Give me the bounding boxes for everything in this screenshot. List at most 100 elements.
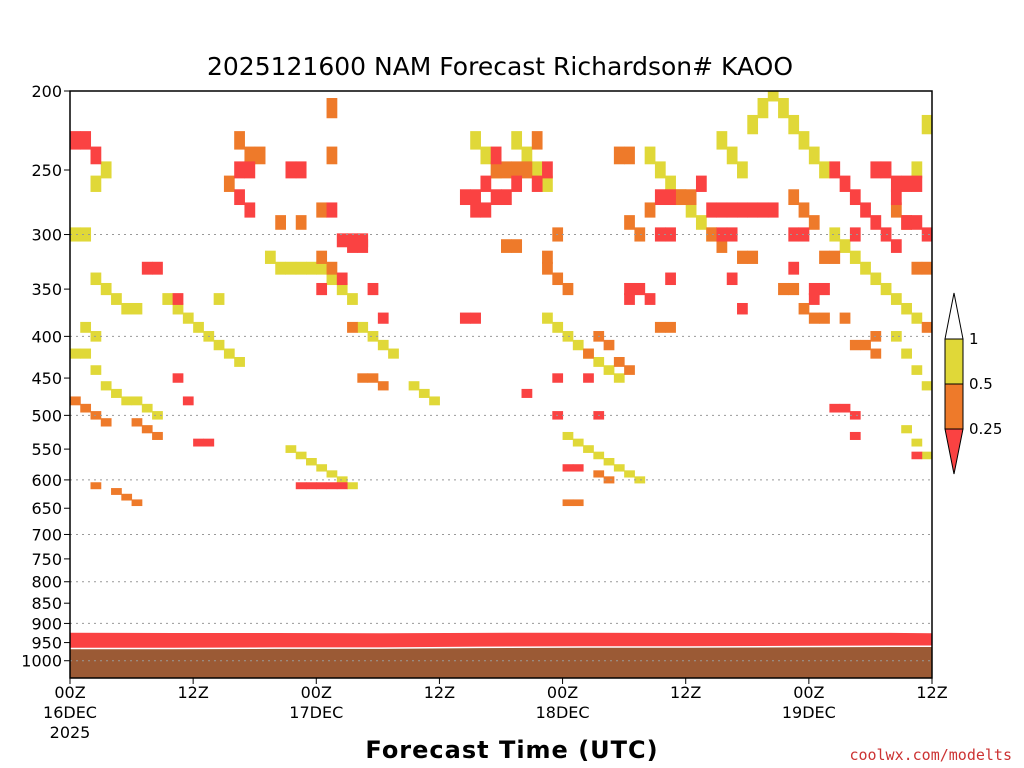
data-cell — [347, 321, 358, 333]
data-cell — [70, 131, 81, 150]
data-cell — [572, 438, 584, 447]
data-cell — [511, 175, 523, 192]
data-cell — [521, 161, 533, 179]
data-cell — [829, 250, 841, 264]
data-cell — [654, 161, 666, 179]
data-cell — [932, 147, 943, 165]
data-cell — [685, 189, 697, 206]
data-cell — [726, 272, 738, 286]
y-tick-label: 350 — [31, 280, 62, 299]
data-cell — [747, 250, 759, 264]
data-cell — [326, 272, 338, 286]
data-cell — [634, 227, 646, 242]
x-date-label: 19DEC — [782, 703, 836, 722]
data-cell — [921, 227, 932, 242]
y-tick-label: 950 — [31, 634, 62, 653]
data-cell — [336, 476, 348, 484]
data-cell — [890, 202, 902, 218]
data-cell — [737, 250, 748, 264]
data-cell — [870, 272, 882, 286]
data-cell — [706, 227, 717, 242]
data-cell — [911, 161, 923, 179]
data-cell — [223, 348, 235, 359]
data-cell — [70, 227, 81, 242]
data-cell — [778, 98, 789, 119]
data-cell — [644, 202, 656, 218]
data-cell — [521, 388, 533, 398]
data-cell — [213, 339, 225, 351]
gridlines — [70, 234, 932, 662]
data-cell — [767, 202, 779, 218]
data-cell — [654, 189, 666, 206]
data-cell — [244, 202, 256, 218]
data-cell — [849, 411, 861, 420]
data-cell — [223, 175, 235, 192]
data-cell — [295, 161, 307, 179]
data-cell — [193, 438, 204, 447]
data-cell — [306, 457, 317, 466]
data-cell — [603, 476, 615, 484]
data-cell — [429, 396, 440, 406]
x-date-label: 18DEC — [536, 703, 590, 722]
data-cell — [829, 227, 841, 242]
data-cell — [470, 312, 481, 324]
x-date-label: 17DEC — [289, 703, 343, 722]
plot-frame — [69, 90, 933, 679]
data-cell — [326, 98, 338, 119]
data-cell — [264, 250, 276, 264]
data-cell — [798, 131, 810, 150]
data-cell — [121, 493, 133, 501]
data-cell — [111, 488, 122, 495]
data-cell — [716, 202, 728, 218]
data-cell — [613, 464, 625, 472]
data-cell — [285, 161, 297, 179]
data-cell — [244, 146, 256, 165]
data-cell — [377, 312, 389, 324]
data-cell — [336, 282, 348, 296]
data-cell — [921, 381, 932, 391]
data-cell — [634, 282, 646, 296]
data-cell — [654, 227, 666, 242]
data-cell — [808, 215, 820, 230]
data-cell — [890, 293, 902, 305]
data-cell — [921, 261, 932, 275]
data-cell — [808, 293, 820, 305]
x-axis: 00Z 12Z 00Z 12Z 00Z 12Z 00Z 12Z 16DEC 17DEC 18DEC 1… — [43, 678, 948, 742]
data-cell — [316, 282, 328, 296]
data-cell — [860, 261, 871, 275]
data-cell — [593, 356, 605, 367]
data-cell — [788, 227, 800, 242]
data-cell — [90, 272, 102, 286]
data-cell — [459, 312, 471, 324]
data-cell — [542, 161, 553, 179]
x-year-label: 2025 — [50, 723, 91, 742]
data-cell — [336, 482, 348, 490]
data-cell — [562, 431, 574, 440]
y-tick-label: 750 — [31, 550, 62, 569]
data-cell — [377, 339, 389, 351]
data-cell — [901, 425, 912, 434]
data-cell — [172, 373, 184, 383]
data-cell — [603, 365, 615, 375]
x-tick-label: 12Z — [177, 683, 208, 702]
data-cell — [562, 499, 574, 507]
data-cell — [111, 388, 122, 398]
data-cell — [593, 470, 605, 478]
data-cell — [788, 189, 800, 206]
data-cell — [572, 464, 584, 472]
data-cell — [162, 293, 174, 305]
data-cell — [552, 321, 564, 333]
data-cell — [583, 445, 594, 453]
data-cell — [172, 293, 184, 305]
data-cell — [880, 282, 892, 296]
data-cell — [716, 227, 728, 242]
data-cell — [890, 239, 902, 253]
chart-title: 2025121600 NAM Forecast Richardson# KAOO — [207, 52, 793, 81]
colorbar-legend: 1 0.5 0.25 — [944, 292, 1002, 475]
x-date-label: 16DEC — [43, 703, 97, 722]
data-cell — [511, 161, 523, 179]
data-cell — [778, 282, 789, 296]
data-cell — [644, 293, 656, 305]
data-cell — [911, 451, 923, 460]
